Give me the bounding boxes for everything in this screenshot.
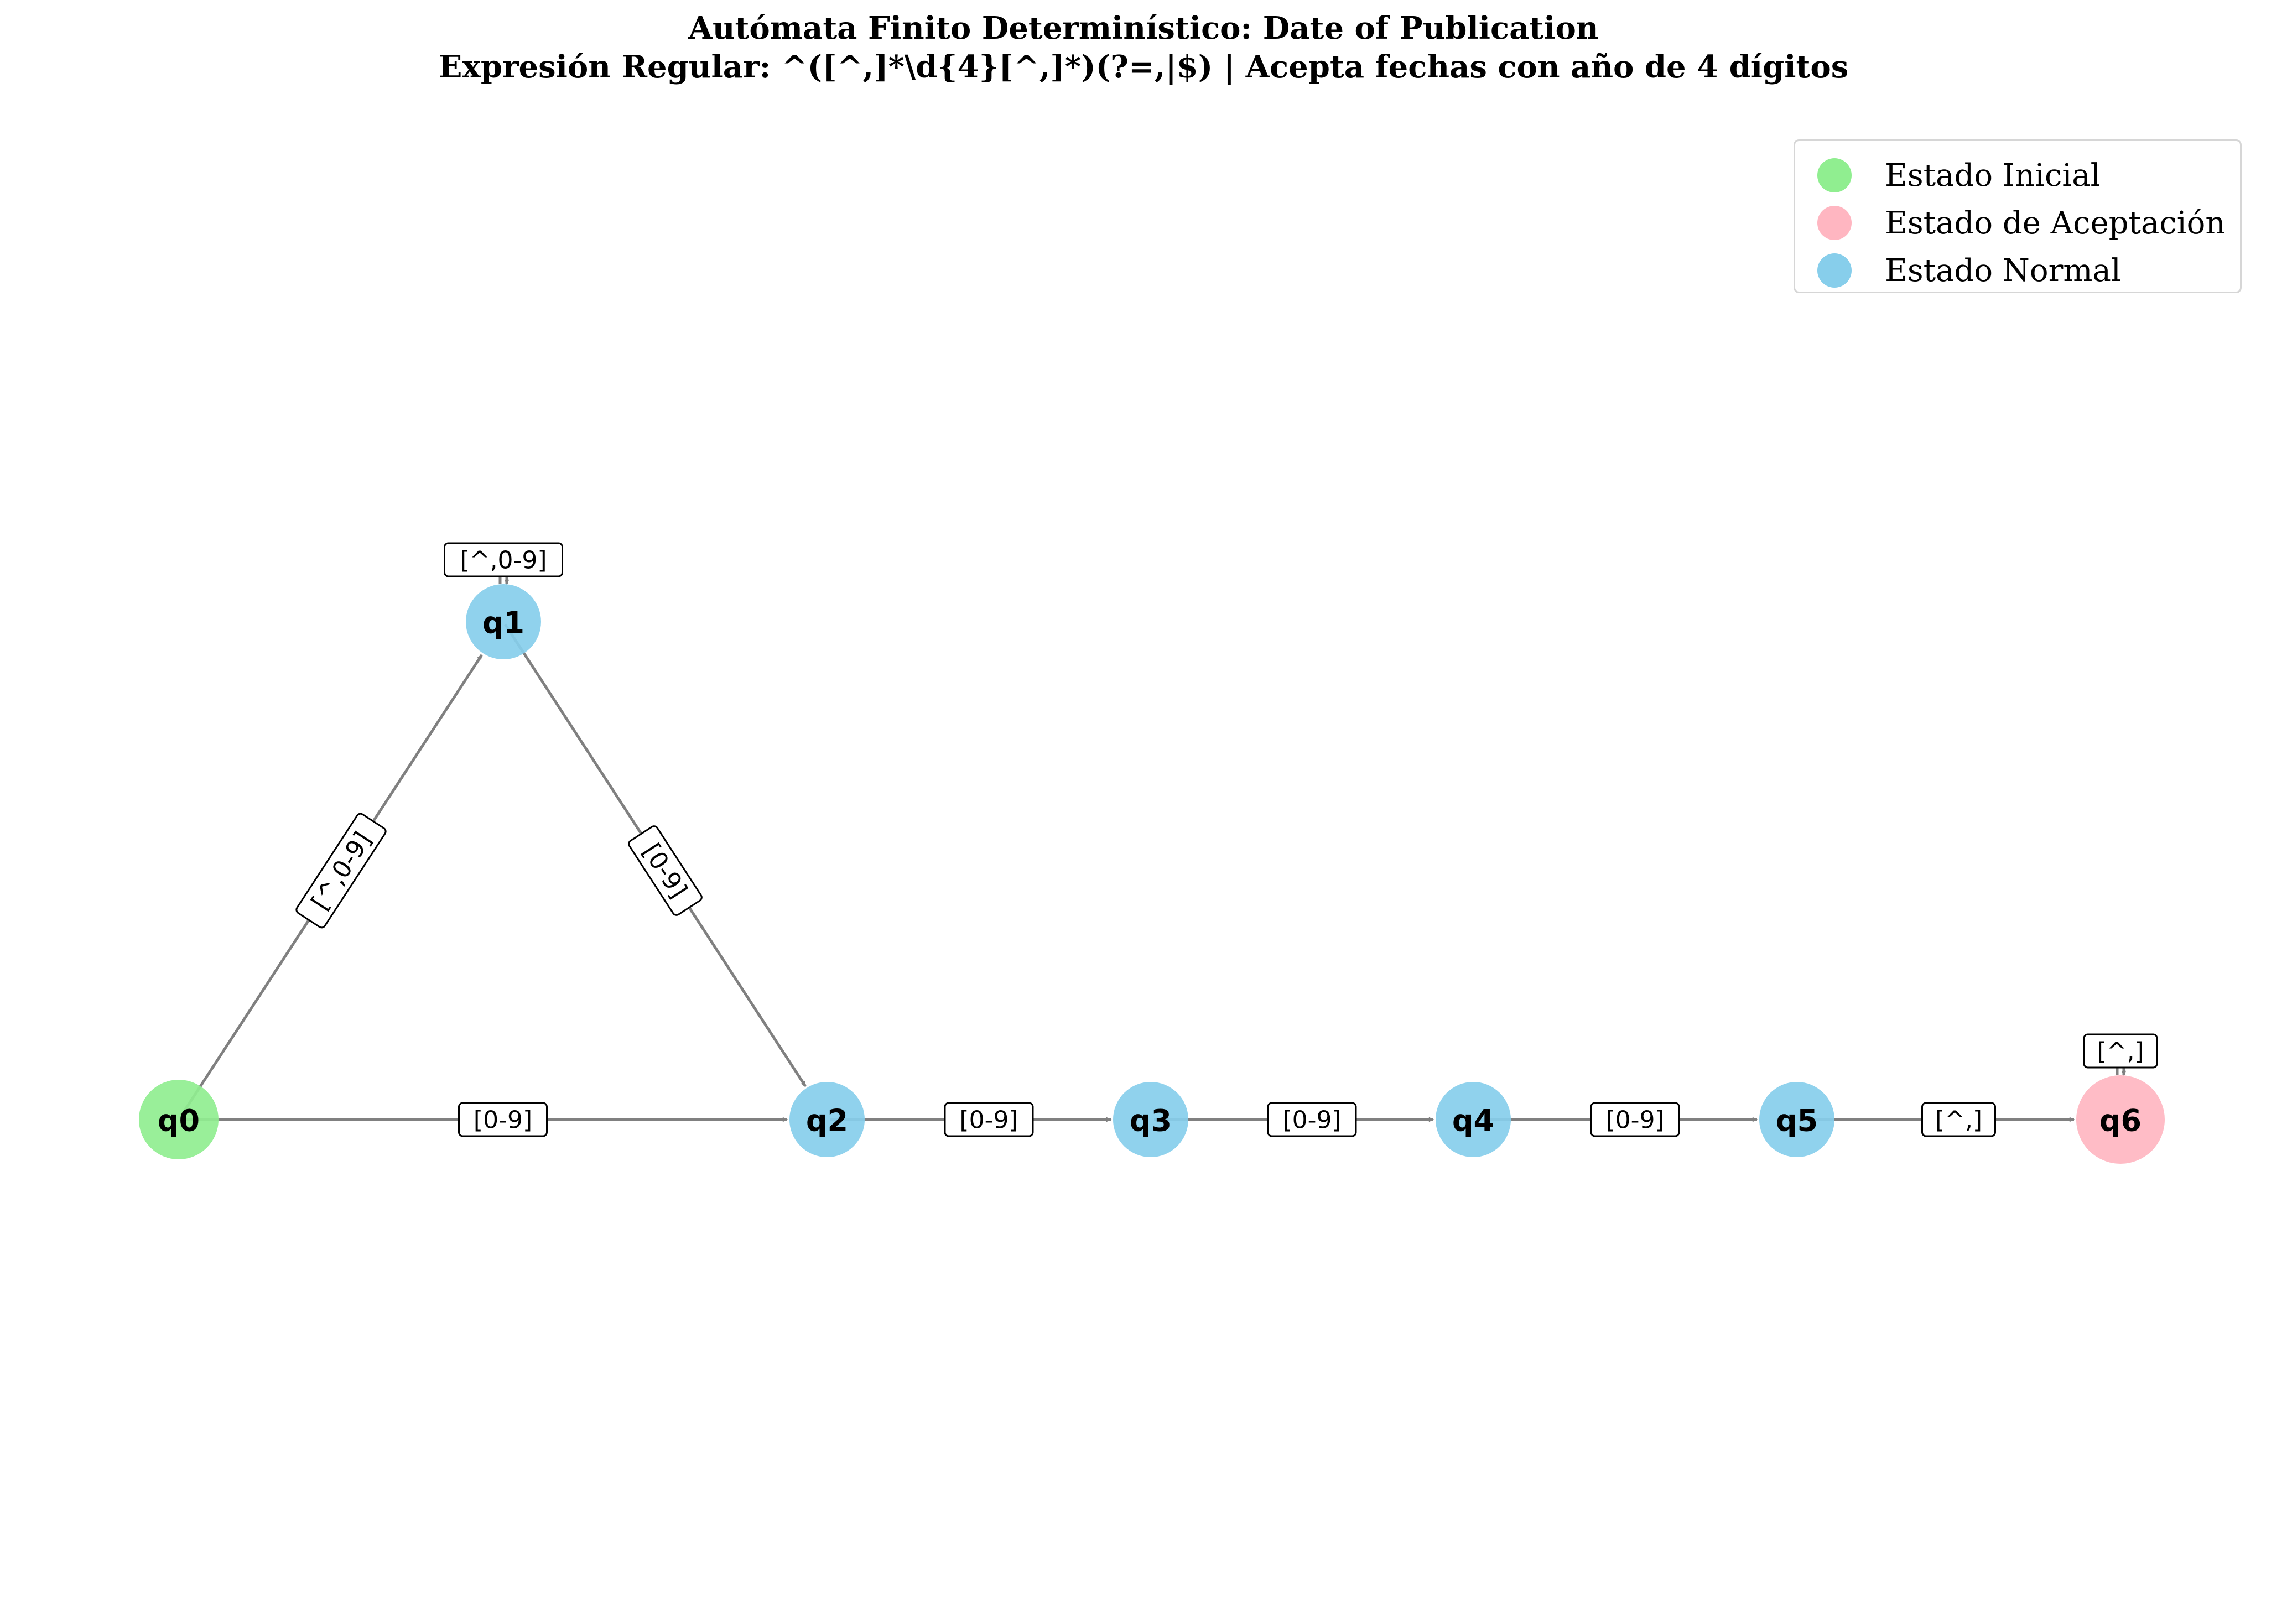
- state-circle-q3: [1113, 1082, 1188, 1157]
- transition-label-1: [0-9]: [458, 1102, 548, 1137]
- legend-item-normal: Estado Normal: [1817, 248, 2121, 293]
- transition-label-3: [0-9]: [628, 825, 703, 916]
- legend-label-initial: Estado Inicial: [1885, 157, 2101, 194]
- state-q6: q6: [2076, 1075, 2165, 1164]
- legend-marker-accept-icon: [1817, 206, 1852, 240]
- state-label-q4: q4: [1452, 1104, 1494, 1138]
- transition-label-text: [^,0-9]: [460, 546, 547, 575]
- legend-label-normal: Estado Normal: [1885, 252, 2121, 289]
- state-circle-q4: [1436, 1082, 1511, 1157]
- transition-label-8: [^,]: [2083, 1033, 2158, 1069]
- legend: Estado Inicial Estado de Aceptación Esta…: [1794, 139, 2242, 293]
- state-circle-q0: [139, 1080, 219, 1159]
- transition-label-box: [628, 825, 703, 916]
- state-q0: q0: [139, 1080, 219, 1159]
- legend-item-initial: Estado Inicial: [1817, 153, 2101, 197]
- legend-marker-normal-icon: [1817, 253, 1852, 288]
- transition-label-text: [0-9]: [959, 1106, 1018, 1134]
- diagram-title: Autómata Finito Determinístico: Date of …: [0, 9, 2287, 86]
- state-q4: q4: [1436, 1082, 1511, 1157]
- state-label-q6: q6: [2099, 1104, 2142, 1138]
- transition-label-0: [^,0-9]: [295, 813, 387, 929]
- state-circle-q2: [789, 1082, 865, 1157]
- legend-label-accept: Estado de Aceptación: [1885, 205, 2226, 241]
- transition-label-box: [458, 1102, 548, 1137]
- transition-label-text: [^,]: [2097, 1038, 2144, 1066]
- state-label-q2: q2: [806, 1104, 848, 1138]
- transition-label-6: [0-9]: [1590, 1102, 1680, 1137]
- title-line-1: Autómata Finito Determinístico: Date of …: [688, 10, 1599, 46]
- legend-marker-initial-icon: [1817, 158, 1852, 192]
- state-circle-q6: [2076, 1075, 2165, 1164]
- transition-label-box: [295, 813, 387, 929]
- transition-label-text: [^,]: [1935, 1106, 1982, 1134]
- state-label-q3: q3: [1130, 1104, 1172, 1138]
- title-line-2: Expresión Regular: ^([^,]*\d{4}[^,]*)(?=…: [438, 49, 1849, 85]
- transition-label-box: [1590, 1102, 1680, 1137]
- transition-label-box: [444, 542, 563, 577]
- transition-label-box: [2083, 1033, 2158, 1069]
- transition-label-2: [^,0-9]: [444, 542, 563, 577]
- transition-label-text: [0-9]: [474, 1106, 532, 1134]
- legend-item-accept: Estado de Aceptación: [1817, 201, 2225, 245]
- transition-label-4: [0-9]: [944, 1102, 1034, 1137]
- state-circle-q1: [466, 584, 541, 659]
- state-q1: q1: [466, 584, 541, 659]
- state-q3: q3: [1113, 1082, 1188, 1157]
- state-label-q1: q1: [482, 606, 524, 641]
- state-circle-q5: [1759, 1082, 1834, 1157]
- state-label-q0: q0: [158, 1104, 200, 1138]
- transition-label-box: [1267, 1102, 1357, 1137]
- transition-label-7: [^,]: [1921, 1102, 1996, 1137]
- transition-label-5: [0-9]: [1267, 1102, 1357, 1137]
- transition-label-box: [1921, 1102, 1996, 1137]
- transitions-layer: [179, 564, 2127, 1122]
- state-q5: q5: [1759, 1082, 1834, 1157]
- transition-label-text: [0-9]: [1282, 1106, 1341, 1134]
- states-layer: q0 q1 q2 q3 q4 q5 q6: [139, 584, 2165, 1164]
- transition-labels-layer: [^,0-9] [0-9] [^,0-9] [0-9] [0-9] [0-9] [0-9] […: [295, 542, 2158, 1137]
- state-q2: q2: [789, 1082, 865, 1157]
- transition-label-box: [944, 1102, 1034, 1137]
- state-label-q5: q5: [1776, 1104, 1818, 1138]
- transition-label-text: [0-9]: [1605, 1106, 1664, 1134]
